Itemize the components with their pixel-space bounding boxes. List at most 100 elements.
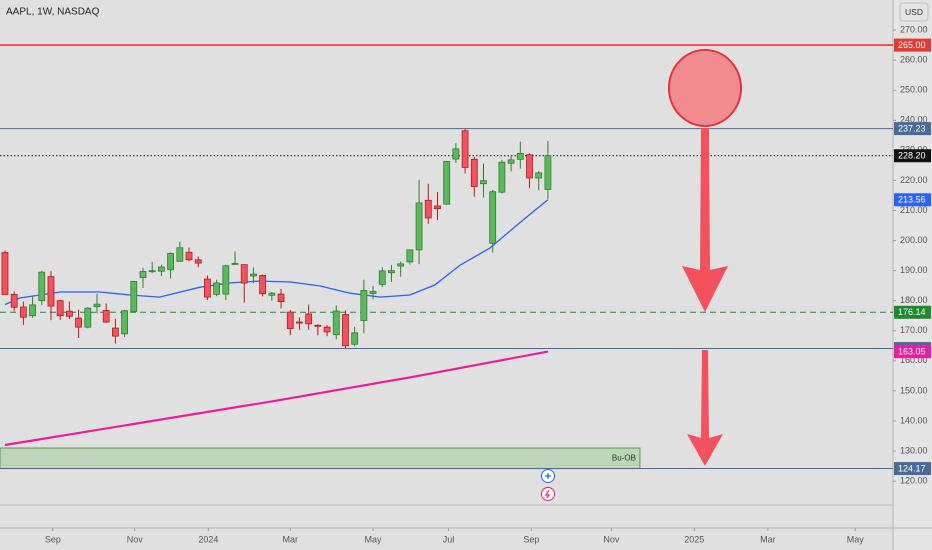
candle-body: [351, 332, 359, 345]
candle-body: [268, 292, 276, 296]
candle-body: [204, 278, 211, 298]
candle-body: [332, 310, 340, 336]
y-tick-label: 160.00: [900, 355, 928, 365]
candle-body: [93, 303, 101, 308]
x-tick-label: Sep: [45, 534, 61, 544]
candle-body: [84, 307, 92, 328]
price-label-box: [894, 122, 931, 136]
candle-body: [443, 161, 451, 205]
candle-body: [516, 152, 524, 160]
candle-body: [452, 148, 460, 160]
price-label-box: [894, 38, 931, 52]
y-tick-label: 140.00: [900, 415, 928, 425]
candle-body: [194, 259, 202, 264]
plus-icon-glyph: [545, 473, 551, 479]
plot-area: [0, 0, 893, 528]
candle-body: [480, 180, 487, 185]
candle-body: [222, 265, 230, 295]
candle-body: [305, 313, 313, 325]
candle-body: [231, 262, 239, 265]
candle-body: [111, 327, 119, 337]
y-tick-label: 190.00: [900, 265, 928, 275]
candle-body: [19, 306, 27, 318]
candle-body: [259, 275, 267, 295]
currency-label: USD: [905, 7, 923, 17]
chart-title: AAPL, 1W, NASDAQ: [6, 7, 100, 18]
y-tick-label: 170.00: [900, 325, 928, 335]
x-tick-label: 2025: [684, 534, 704, 544]
candle-body: [213, 282, 221, 295]
y-tick-label: 260.00: [900, 55, 928, 65]
y-tick-label: 200.00: [900, 235, 928, 245]
candle-body: [415, 202, 423, 251]
series-layer: [4, 199, 549, 447]
x-tick-label: May: [847, 534, 865, 544]
indicator-label: 213.56: [898, 195, 926, 205]
x-tick-label: Nov: [127, 534, 144, 544]
candle-body: [378, 270, 386, 285]
axis-layer: 120.00 130.00 140.00 150.00 160.00 170.00 180.…: [45, 24, 931, 544]
alert-icon[interactable]: [541, 487, 555, 501]
candle-body: [250, 273, 257, 277]
candle-body: [406, 249, 414, 263]
indicator-label-box: [894, 345, 931, 359]
candle-body: [139, 271, 147, 278]
y-tick-label: 220.00: [900, 175, 928, 185]
price-label: 265.00: [898, 40, 926, 50]
price-label-box: [894, 462, 931, 476]
candle-body: [296, 321, 303, 324]
candle-body: [56, 300, 64, 317]
y-tick-label: 130.00: [900, 445, 928, 455]
candle-body: [388, 270, 395, 274]
candle-body: [38, 271, 46, 302]
y-tick-label: 270.00: [900, 24, 928, 34]
candle-body: [489, 191, 497, 244]
x-tick-label: Jul: [443, 534, 455, 544]
candle-body: [130, 281, 138, 312]
candle-body: [535, 172, 543, 179]
candle-body: [10, 293, 18, 308]
y-tick-label: 240.00: [900, 115, 928, 125]
candle-body: [102, 310, 110, 323]
order-block: [0, 447, 641, 470]
price-label: 237.23: [898, 123, 926, 133]
y-tick-label: 210.00: [900, 205, 928, 215]
indicator-label: 163.05: [898, 347, 926, 357]
x-tick-label: Mar: [760, 534, 776, 544]
candle-body: [75, 317, 82, 328]
candle-body: [369, 291, 377, 294]
candle-body: [342, 314, 349, 347]
y-tick-label: 180.00: [900, 295, 928, 305]
x-tick-label: Mar: [282, 534, 298, 544]
candle-body: [176, 247, 184, 262]
alert-icon-glyph: [544, 489, 551, 499]
price-label: 176.14: [898, 307, 926, 317]
candle-body: [65, 310, 73, 317]
candle-body: [544, 155, 552, 190]
y-tick-label: 150.00: [900, 385, 928, 395]
indicator-label-box: [894, 193, 931, 207]
x-tick-label: May: [365, 534, 383, 544]
currency-box[interactable]: [899, 2, 929, 22]
order-block-label: Bu-OB: [612, 453, 636, 462]
target-circle: [668, 49, 742, 127]
candle-body: [29, 304, 36, 317]
arrow-down: [682, 128, 728, 312]
candles-layer: [1, 128, 552, 349]
price-label-box: [894, 305, 931, 319]
candle-body: [1, 252, 9, 296]
indicator-line: [4, 199, 549, 306]
price-label: 124.17: [898, 463, 926, 473]
candle-body: [323, 326, 331, 333]
y-tick-label: 120.00: [900, 475, 928, 485]
candle-body: [526, 154, 533, 179]
candle-body: [47, 276, 55, 307]
price-axis: [893, 0, 932, 550]
candle-body: [424, 199, 432, 219]
candle-body: [434, 205, 441, 210]
candle-body: [148, 270, 156, 273]
candle-body: [360, 290, 368, 321]
candle-body: [158, 266, 165, 272]
candle-body: [461, 130, 469, 168]
